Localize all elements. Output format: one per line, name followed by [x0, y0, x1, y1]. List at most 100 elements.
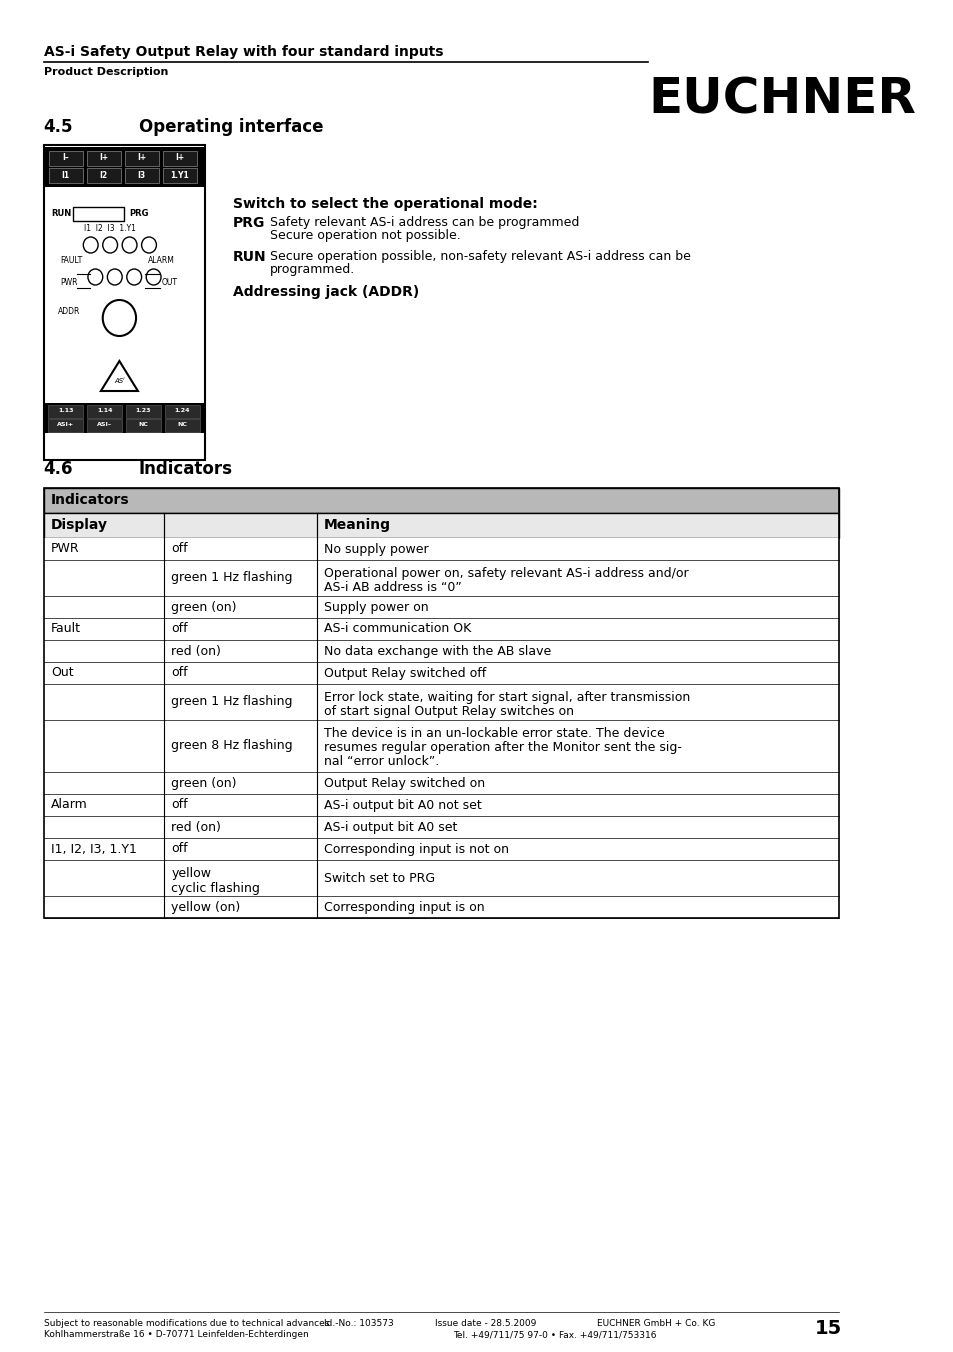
Text: PRG: PRG — [233, 216, 265, 230]
Text: green 1 Hz flashing: green 1 Hz flashing — [171, 572, 293, 584]
Text: RUN: RUN — [233, 250, 267, 264]
Text: EUCHNER GmbH + Co. KG: EUCHNER GmbH + Co. KG — [597, 1320, 715, 1328]
Bar — [48, 419, 83, 433]
Bar — [44, 794, 839, 817]
Bar — [44, 860, 839, 896]
Bar — [44, 488, 839, 512]
Text: PWR: PWR — [51, 542, 79, 556]
Bar — [44, 639, 839, 662]
Text: off: off — [171, 622, 188, 635]
Bar — [126, 419, 161, 433]
Bar — [44, 838, 839, 860]
Text: AS-i output bit A0 set: AS-i output bit A0 set — [324, 821, 456, 833]
Text: 1.Y1: 1.Y1 — [170, 170, 189, 180]
Circle shape — [103, 300, 136, 337]
Text: AS-i output bit A0 not set: AS-i output bit A0 not set — [324, 799, 481, 811]
Circle shape — [103, 237, 117, 253]
Circle shape — [108, 269, 122, 285]
Circle shape — [141, 237, 156, 253]
Text: Display: Display — [51, 519, 108, 533]
Text: off: off — [171, 667, 188, 680]
Text: 1.13: 1.13 — [58, 408, 73, 414]
Text: Subject to reasonable modifications due to technical advances: Subject to reasonable modifications due … — [44, 1320, 329, 1328]
Text: yellow: yellow — [171, 867, 211, 880]
Bar — [46, 147, 203, 187]
Bar — [44, 512, 839, 538]
Text: red (on): red (on) — [171, 645, 221, 657]
Text: Operational power on, safety relevant AS-i address and/or: Operational power on, safety relevant AS… — [324, 566, 688, 580]
Text: Meaning: Meaning — [324, 519, 391, 533]
Text: Safety relevant AS-i address can be programmed: Safety relevant AS-i address can be prog… — [270, 216, 579, 228]
Text: Indicators: Indicators — [139, 460, 233, 479]
Bar — [44, 145, 205, 460]
Text: Out: Out — [51, 667, 73, 680]
Bar — [44, 817, 839, 838]
Bar — [44, 662, 839, 684]
Bar — [73, 207, 124, 220]
Text: programmed.: programmed. — [270, 264, 355, 276]
Bar — [126, 406, 161, 418]
Text: green (on): green (on) — [171, 600, 236, 614]
Circle shape — [88, 269, 103, 285]
Text: green 1 Hz flashing: green 1 Hz flashing — [171, 695, 293, 708]
Bar — [44, 721, 839, 772]
Text: Secure operation not possible.: Secure operation not possible. — [270, 228, 460, 242]
Bar — [87, 419, 122, 433]
Text: NC: NC — [177, 422, 187, 427]
Bar — [48, 406, 83, 418]
Text: AS-i Safety Output Relay with four standard inputs: AS-i Safety Output Relay with four stand… — [44, 45, 442, 59]
Text: Operating interface: Operating interface — [139, 118, 323, 137]
Bar — [44, 684, 839, 721]
Text: Id.-No.: 103573: Id.-No.: 103573 — [324, 1320, 394, 1328]
Bar — [44, 896, 839, 918]
Text: I+: I+ — [137, 154, 146, 162]
Text: Supply power on: Supply power on — [324, 600, 428, 614]
Text: I1, I2, I3, 1.Y1: I1, I2, I3, 1.Y1 — [51, 842, 136, 856]
Text: AS-i AB address is “0”: AS-i AB address is “0” — [324, 581, 461, 594]
Text: Output Relay switched on: Output Relay switched on — [324, 776, 484, 790]
Text: Product Description: Product Description — [44, 68, 168, 77]
Text: Output Relay switched off: Output Relay switched off — [324, 667, 486, 680]
Bar — [87, 406, 122, 418]
Text: Fault: Fault — [51, 622, 81, 635]
Text: EUCHNER: EUCHNER — [647, 74, 915, 123]
Text: green 8 Hz flashing: green 8 Hz flashing — [171, 740, 293, 753]
Text: No data exchange with the AB slave: No data exchange with the AB slave — [324, 645, 551, 657]
Text: Kohlhammerstraße 16 • D-70771 Leinfelden-Echterdingen: Kohlhammerstraße 16 • D-70771 Leinfelden… — [44, 1330, 308, 1338]
Text: The device is in an un-lockable error state. The device: The device is in an un-lockable error st… — [324, 727, 664, 740]
Bar — [49, 151, 83, 166]
Text: PRG: PRG — [130, 208, 149, 218]
Text: Corresponding input is not on: Corresponding input is not on — [324, 842, 508, 856]
Circle shape — [122, 237, 137, 253]
Text: Addressing jack (ADDR): Addressing jack (ADDR) — [233, 285, 419, 299]
Text: PWR: PWR — [60, 279, 77, 287]
Bar — [163, 168, 197, 183]
Text: Corresponding input is on: Corresponding input is on — [324, 900, 484, 914]
Text: OUT: OUT — [162, 279, 178, 287]
Text: I3: I3 — [137, 170, 146, 180]
Polygon shape — [101, 361, 138, 391]
Text: Error lock state, waiting for start signal, after transmission: Error lock state, waiting for start sign… — [324, 691, 689, 704]
Text: I2: I2 — [99, 170, 108, 180]
Circle shape — [146, 269, 161, 285]
Text: ASI+: ASI+ — [57, 422, 74, 427]
Text: AS-i communication OK: AS-i communication OK — [324, 622, 471, 635]
Text: RUN: RUN — [51, 208, 71, 218]
Bar — [87, 151, 121, 166]
Text: I1  I2  I3  1.Y1: I1 I2 I3 1.Y1 — [84, 224, 136, 233]
Text: I–: I– — [62, 154, 69, 162]
Text: No supply power: No supply power — [324, 542, 428, 556]
Text: Secure operation possible, non-safety relevant AS-i address can be: Secure operation possible, non-safety re… — [270, 250, 690, 264]
Bar — [49, 168, 83, 183]
Text: off: off — [171, 842, 188, 856]
Text: nal “error unlock”.: nal “error unlock”. — [324, 754, 438, 768]
Text: Switch to select the operational mode:: Switch to select the operational mode: — [233, 197, 537, 211]
Text: off: off — [171, 799, 188, 811]
Text: ADDR: ADDR — [58, 307, 81, 316]
Text: resumes regular operation after the Monitor sent the sig-: resumes regular operation after the Moni… — [324, 741, 681, 754]
Text: 1.23: 1.23 — [135, 408, 152, 414]
Text: ASI–: ASI– — [97, 422, 112, 427]
Bar — [125, 168, 159, 183]
Text: I+: I+ — [99, 154, 108, 162]
Text: I+: I+ — [174, 154, 184, 162]
